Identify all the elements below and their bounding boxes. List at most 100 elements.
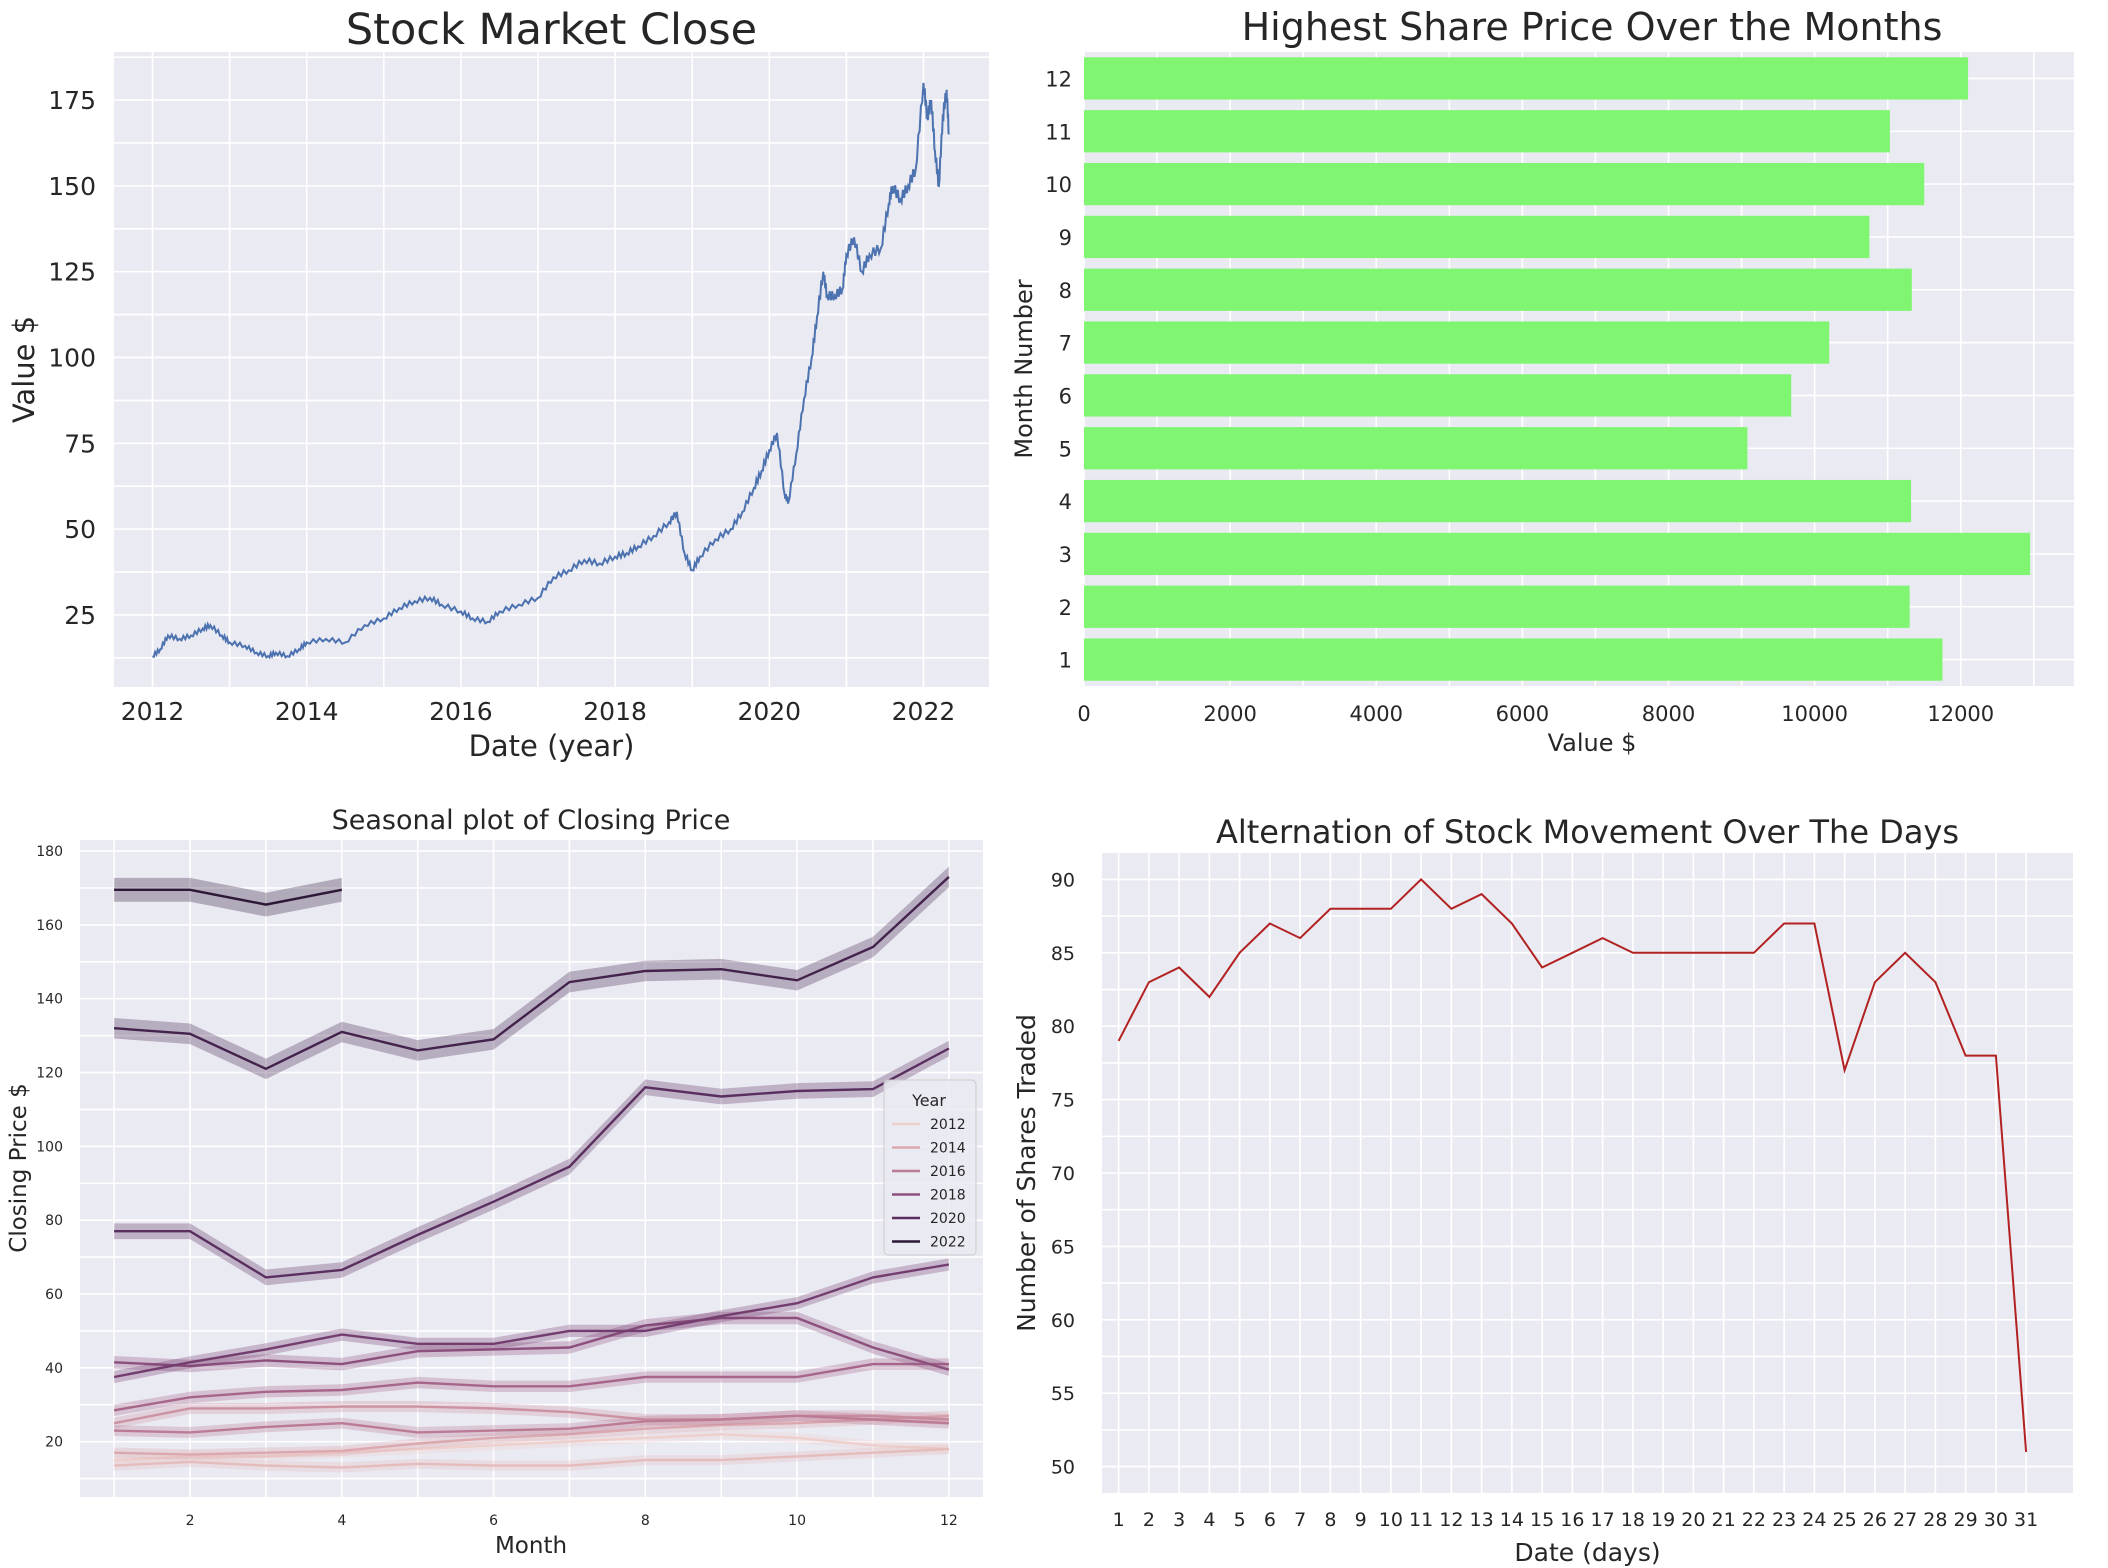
gridlines bbox=[80, 840, 983, 1497]
x-tick-label: 21 bbox=[1712, 1509, 1736, 1531]
y-tick-label: 8 bbox=[1059, 279, 1072, 303]
y-tick-label: 80 bbox=[1051, 1016, 1075, 1038]
x-tick-label: 15 bbox=[1530, 1509, 1554, 1531]
x-axis-label: Date (days) bbox=[1514, 1538, 1660, 1567]
y-tick-label: 2 bbox=[1059, 596, 1072, 620]
x-tick-label: 13 bbox=[1470, 1509, 1494, 1531]
y-tick-label: 125 bbox=[48, 258, 96, 287]
x-tick-labels: 0 2000 4000 6000 8000 10000 12000 bbox=[1077, 702, 1994, 726]
x-tick-label: 10 bbox=[788, 1513, 806, 1529]
y-tick-label: 3 bbox=[1059, 543, 1072, 567]
x-tick-label: 2 bbox=[1143, 1509, 1155, 1531]
panel-stock-market-close: 2012 2014 2016 2018 2020 2022 25 50 75 100 125 150… bbox=[7, 5, 989, 763]
y-tick-label: 75 bbox=[64, 429, 96, 458]
x-tick-label: 10 bbox=[1379, 1509, 1403, 1531]
chart-title: Seasonal plot of Closing Price bbox=[332, 805, 731, 836]
y-tick-label: 85 bbox=[1051, 943, 1075, 965]
panel-highest-share-price: 0 2000 4000 6000 8000 10000 12000 123456789101… bbox=[1010, 5, 2074, 757]
x-tick-label: 12 bbox=[940, 1513, 958, 1529]
x-tick-label: 24 bbox=[1802, 1509, 1826, 1531]
series-line-2020 bbox=[114, 1047, 950, 1279]
bar-month-5 bbox=[1084, 427, 1748, 470]
y-tick-label: 1 bbox=[1059, 649, 1072, 673]
y-axis-label: Number of Shares Traded bbox=[1012, 1014, 1041, 1332]
series-line-2014 bbox=[114, 1414, 949, 1456]
gridlines bbox=[114, 52, 989, 687]
x-tick-label: 30 bbox=[1984, 1509, 2008, 1531]
y-tick-labels: 20 40 60 80 100 120 140 160 180 bbox=[36, 844, 63, 1451]
legend-title: Year bbox=[911, 1091, 946, 1110]
x-tick-label: 25 bbox=[1833, 1509, 1857, 1531]
x-tick-label: 6 bbox=[489, 1513, 498, 1529]
y-tick-label: 4 bbox=[1059, 490, 1072, 514]
bar-month-2 bbox=[1084, 585, 1910, 628]
y-tick-label: 150 bbox=[48, 172, 96, 201]
y-tick-label: 12 bbox=[1045, 67, 1072, 91]
x-tick-label: 2012 bbox=[121, 697, 185, 726]
x-tick-label: 4000 bbox=[1350, 702, 1403, 726]
x-tick-label: 20 bbox=[1681, 1509, 1705, 1531]
panel-stock-movement-days: 1 2 3 4 5 6 7 8 9 10 11 12 13 14 15 16 17 18 19 20 21 22 23 24 2… bbox=[1012, 813, 2073, 1567]
x-tick-label: 7 bbox=[1294, 1509, 1306, 1531]
y-tick-label: 40 bbox=[45, 1361, 63, 1377]
x-tick-label: 2020 bbox=[737, 697, 801, 726]
x-tick-label: 8 bbox=[1324, 1509, 1336, 1531]
y-tick-label: 180 bbox=[36, 844, 63, 860]
confidence-band-2012 bbox=[114, 1429, 949, 1466]
x-tick-label: 11 bbox=[1409, 1509, 1433, 1531]
confidence-band-2021 bbox=[114, 866, 949, 1080]
y-tick-label: 75 bbox=[1051, 1090, 1075, 1112]
legend-label: 2022 bbox=[930, 1235, 966, 1251]
x-tick-label: 8 bbox=[641, 1513, 650, 1529]
x-tick-label: 3 bbox=[1173, 1509, 1185, 1531]
bar-month-7 bbox=[1084, 321, 1830, 364]
bar-month-4 bbox=[1084, 479, 1912, 523]
chart-title: Highest Share Price Over the Months bbox=[1242, 5, 1943, 49]
y-tick-label: 70 bbox=[1051, 1163, 1075, 1185]
y-tick-label: 5 bbox=[1059, 437, 1072, 461]
gridlines bbox=[1102, 853, 2073, 1493]
x-tick-label: 8000 bbox=[1642, 702, 1695, 726]
x-tick-label: 0 bbox=[1077, 702, 1090, 726]
x-tick-label: 28 bbox=[1923, 1509, 1947, 1531]
x-tick-label: 12000 bbox=[1927, 702, 1994, 726]
confidence-band-2020 bbox=[114, 1040, 949, 1286]
y-tick-label: 175 bbox=[48, 86, 96, 115]
year-series-lines bbox=[113, 866, 950, 1473]
legend-label: 2020 bbox=[930, 1211, 966, 1227]
chart-title: Stock Market Close bbox=[346, 5, 757, 55]
legend: Year 2012 2014 2016 2018 2020 2022 bbox=[883, 1079, 977, 1256]
y-tick-labels: 25 50 75 100 125 150 175 bbox=[48, 86, 96, 630]
y-tick-label: 7 bbox=[1059, 332, 1072, 356]
y-tick-label: 100 bbox=[48, 343, 96, 372]
bar-month-11 bbox=[1084, 110, 1890, 153]
y-tick-label: 11 bbox=[1045, 120, 1072, 144]
panel-seasonal-plot: 2 4 6 8 10 12 20 40 60 80 100 120 140 160 180 Seasona… bbox=[6, 805, 983, 1559]
series-line-2016 bbox=[114, 1414, 949, 1434]
x-tick-label: 4 bbox=[1203, 1509, 1215, 1531]
x-tick-labels: 2 4 6 8 10 12 bbox=[186, 1513, 958, 1529]
x-tick-label: 9 bbox=[1355, 1509, 1367, 1531]
y-axis-label: Month Number bbox=[1010, 279, 1038, 458]
plot-area bbox=[1084, 52, 2074, 686]
x-tick-label: 5 bbox=[1234, 1509, 1246, 1531]
y-axis-label: Value $ bbox=[7, 316, 41, 423]
bar-month-10 bbox=[1084, 162, 1925, 206]
y-tick-label: 60 bbox=[45, 1287, 63, 1303]
y-tick-label: 120 bbox=[36, 1066, 63, 1082]
x-tick-label: 23 bbox=[1772, 1509, 1796, 1531]
x-axis-label: Month bbox=[495, 1533, 567, 1559]
confidence-band-2016 bbox=[114, 1410, 949, 1438]
legend-label: 2018 bbox=[930, 1188, 966, 1204]
x-tick-label: 1 bbox=[1113, 1509, 1125, 1531]
x-tick-label: 19 bbox=[1651, 1509, 1675, 1531]
y-tick-label: 65 bbox=[1051, 1236, 1075, 1258]
x-tick-label: 4 bbox=[337, 1513, 346, 1529]
y-tick-label: 90 bbox=[1051, 869, 1075, 891]
x-tick-label: 29 bbox=[1954, 1509, 1978, 1531]
x-tick-label: 17 bbox=[1591, 1509, 1615, 1531]
y-tick-label: 55 bbox=[1051, 1383, 1075, 1405]
x-tick-label: 2022 bbox=[892, 697, 956, 726]
y-tick-label: 160 bbox=[36, 918, 63, 934]
